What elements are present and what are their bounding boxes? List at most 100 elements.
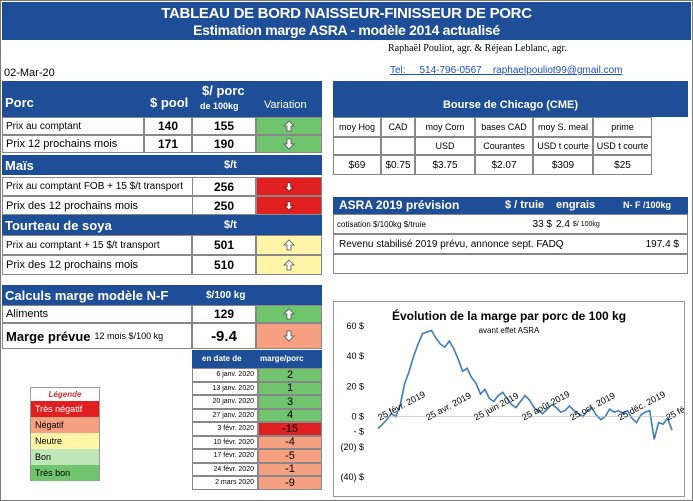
history-row: 6 janv. 2020 2	[192, 368, 322, 382]
legend-negative: Négatif	[31, 417, 99, 433]
arrow-down-icon	[256, 196, 322, 215]
asra-revenu-row: Revenu stabilisé 2019 prévu, annonce sep…	[333, 234, 688, 254]
porc-col-porc: $/ porc	[202, 83, 245, 98]
porc-100kg-value: 155	[192, 117, 256, 135]
cme-value: $25	[593, 155, 652, 175]
report-date: 02-Mar-20	[4, 67, 55, 79]
cotisation-value: 33 $	[532, 218, 552, 230]
mais-header: Maïs $/t	[2, 155, 322, 175]
history-table: 6 janv. 2020 2 13 janv. 2020 1 20 janv. 2020…	[192, 368, 322, 490]
x-tick-label: 25 févr. 2020	[664, 389, 684, 422]
soya-unit: $/t	[224, 219, 237, 231]
history-date: 3 févr. 2020	[192, 422, 258, 436]
x-tick-label: 25 déc. 2019	[616, 389, 667, 422]
legend-title: Légende	[48, 390, 82, 399]
asra-col3: N- F /100kg	[623, 200, 672, 210]
cotisation-engrais: 2.4	[556, 218, 570, 230]
arrow-up-icon	[256, 255, 322, 275]
dashboard-title: TABLEAU DE BORD NAISSEUR-FINISSEUR DE PO…	[161, 5, 532, 22]
porc-row-label: Prix au comptant	[2, 117, 144, 135]
legend-box: Légende Très négatif Négatif Neutre Bon …	[30, 387, 100, 481]
porc-row-label: Prix 12 prochains mois	[2, 135, 144, 153]
history-row: 20 janv. 2020 3	[192, 395, 322, 409]
mais-value: 250	[192, 196, 256, 215]
history-marge: -5	[258, 449, 322, 463]
history-date: 24 févr. 2020	[192, 462, 258, 476]
cme-value: $69	[333, 155, 381, 175]
contact-link[interactable]: Tel: 514-796-0567 raphaelpouliot99@gmail…	[390, 65, 623, 76]
history-marge: -1	[258, 462, 322, 476]
x-tick-label: 25 oct. 2019	[568, 390, 616, 422]
asra-col2: engrais	[556, 199, 596, 211]
mais-value: 256	[192, 177, 256, 196]
mais-unit: $/t	[224, 159, 237, 171]
calc-unit: $/100 kg	[206, 290, 246, 301]
arrow-down-icon	[256, 135, 322, 153]
soya-value: 501	[192, 235, 256, 255]
history-marge: 1	[258, 381, 322, 395]
x-tick-label: 25 févr. 2019	[376, 389, 427, 422]
y-tick-label: (20) $	[340, 442, 364, 452]
arrow-down-icon	[256, 177, 322, 196]
cme-col-header: bases CAD	[475, 117, 533, 137]
cme-value: $309	[533, 155, 593, 175]
cme-title: Bourse de Chicago (CME)	[442, 99, 579, 111]
soya-header: Tourteau de soya $/t	[2, 215, 322, 235]
asra-cotisation-row: cotisation $/100kg $/truie 33 $ 2.4 $/ 1…	[333, 214, 688, 234]
mais-title: Maïs	[5, 158, 34, 173]
cme-unit: USD t courte	[593, 137, 652, 155]
cme-unit	[381, 137, 415, 155]
history-col-marge: marge/porc	[260, 354, 304, 363]
history-marge: 4	[258, 408, 322, 422]
cme-col-header: moy Corn	[415, 117, 475, 137]
soya-title: Tourteau de soya	[5, 218, 112, 233]
porc-col-pool: $ pool	[150, 95, 189, 110]
chart-subtitle: avant effet ASRA	[479, 326, 540, 335]
history-col-date: en date de	[202, 354, 242, 363]
porc-col-porc-sub: de 100kg	[200, 101, 239, 111]
y-tick-label: 20 $	[346, 381, 364, 391]
cme-value: $2.07	[475, 155, 533, 175]
dashboard-subtitle: Estimation marge ASRA - modèle 2014 actu…	[193, 22, 500, 38]
dashboard-header: TABLEAU DE BORD NAISSEUR-FINISSEUR DE PO…	[2, 2, 691, 40]
porc-pool-value: 140	[144, 117, 192, 135]
asra-col1: $ / truie	[505, 199, 545, 211]
porc-title: Porc	[5, 95, 34, 110]
marge-label: Marge prévue	[6, 328, 91, 344]
y-tick-label: 0 $	[351, 412, 364, 422]
aliments-value: 129	[192, 305, 256, 323]
cme-table: moy Hog $69 CAD $0.75 moy Corn USD $3.75 bases …	[333, 117, 688, 175]
cme-col-header: prime	[593, 117, 652, 137]
x-tick-label: 25 août 2019	[520, 389, 571, 423]
soya-value: 510	[192, 255, 256, 275]
cme-col-header: moy Hog	[333, 117, 381, 137]
marge-value: -9.4	[192, 323, 256, 349]
history-marge: -9	[258, 476, 322, 490]
porc-col-variation: Variation	[264, 99, 307, 111]
history-row: 2 mars 2020 -9	[192, 476, 322, 490]
calc-header: Calculs marge modèle N-F $/100 kg	[2, 285, 322, 305]
history-row: 24 févr. 2020 -1	[192, 462, 322, 476]
y-tick-label: - $	[353, 427, 364, 437]
cotisation-engrais-unit: $/ 100kg	[572, 220, 600, 228]
porc-header: Porc $ pool $/ porc de 100kg Variation	[2, 81, 322, 117]
cme-unit: Courantes	[475, 137, 533, 155]
history-header: en date de marge/porc	[192, 350, 322, 368]
marge-sub: 12 mois $/100 kg	[94, 331, 164, 341]
revenu-label: Revenu stabilisé 2019 prévu, annonce sep…	[339, 238, 564, 250]
history-marge: 2	[258, 368, 322, 382]
history-row: 3 févr. 2020 -15	[192, 422, 322, 436]
cme-value: $3.75	[415, 155, 475, 175]
legend-good: Bon	[31, 449, 99, 465]
history-marge: -15	[258, 422, 322, 436]
aliments-label: Aliments	[2, 305, 192, 323]
history-date: 2 mars 2020	[192, 476, 258, 490]
legend-neutral: Neutre	[31, 433, 99, 449]
arrow-down-icon	[256, 323, 322, 349]
x-tick-label: 25 avr. 2019	[424, 390, 472, 422]
soya-row-label: Prix au comptant + 15 $/t transport	[2, 235, 192, 255]
authors: Raphaël Pouliot, agr. & Réjean Leblanc, …	[388, 43, 567, 54]
history-date: 13 janv. 2020	[192, 381, 258, 395]
cme-header: Bourse de Chicago (CME)	[333, 81, 688, 117]
asra-header: ASRA 2019 prévision $ / truie engrais N-…	[333, 197, 688, 214]
